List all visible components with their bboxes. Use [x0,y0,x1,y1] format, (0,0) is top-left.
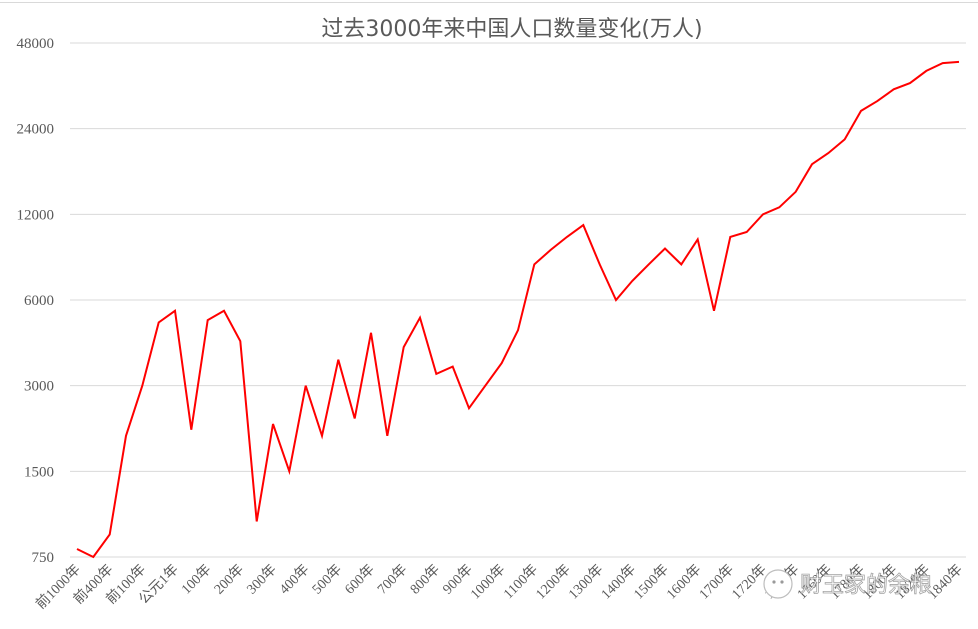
x-tick-label: 1700年 [696,562,737,603]
y-tick-label: 24000 [17,122,55,138]
x-tick-label: 400年 [276,562,312,598]
y-tick-label: 750 [32,550,55,566]
x-tick-label: 1200年 [533,562,574,603]
x-tick-label: 100年 [178,562,214,598]
watermark: 财玉家的余粮 [763,569,932,599]
x-tick-label: 1600年 [663,562,704,603]
y-axis: 48000 24000 12000 6000 3000 1500 750 [17,36,55,566]
population-series-line [76,60,960,559]
x-tick-label: 700年 [374,562,410,598]
x-tick-label: 200年 [211,562,247,598]
x-tick-label: 1400年 [598,562,639,603]
x-tick-label: 500年 [309,562,345,598]
y-tick-label: 6000 [24,293,54,309]
x-tick-label: 1500年 [631,562,672,603]
y-tick-label: 1500 [24,464,54,480]
wechat-icon [763,569,793,599]
gridlines [70,42,966,558]
x-tick-label: 1000年 [467,562,508,603]
x-tick-label: 前1000年 [32,561,84,613]
x-tick-label: 300年 [244,562,280,598]
x-tick-label: 1100年 [501,562,542,603]
chart-title: 过去3000年来中国人口数量变化(万人) [321,17,702,42]
y-tick-label: 48000 [17,36,55,52]
x-tick-label: 600年 [342,562,378,598]
y-tick-label: 3000 [24,379,54,395]
top-border [0,0,978,3]
watermark-text: 财玉家的余粮 [800,573,932,598]
x-tick-label: 800年 [407,562,443,598]
y-tick-label: 12000 [17,207,55,223]
x-tick-label: 1300年 [565,562,606,603]
